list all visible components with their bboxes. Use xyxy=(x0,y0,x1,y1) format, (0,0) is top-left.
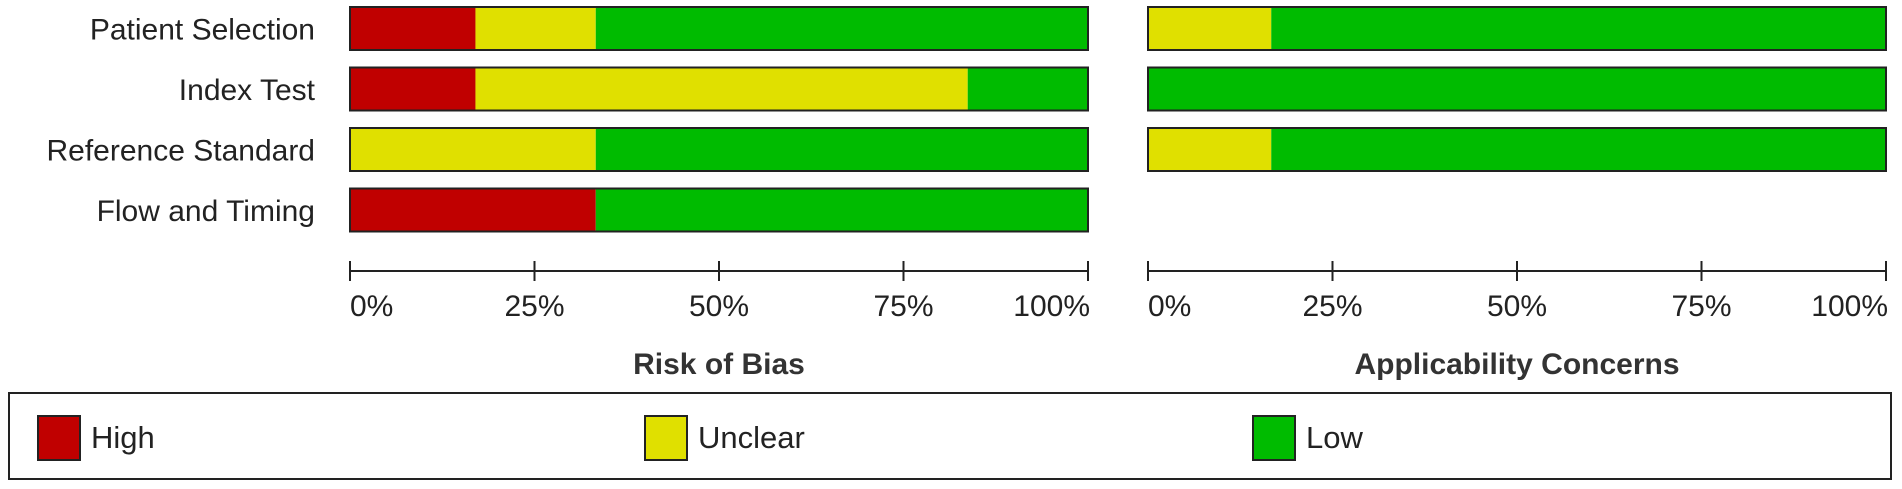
bar-risk-of-bias-index-test-low xyxy=(967,67,1088,111)
legend-label-low: Low xyxy=(1306,420,1363,455)
legend: High Unclear Low xyxy=(8,392,1892,480)
x-tick-label-applicability-concerns-4: 100% xyxy=(1811,290,1888,323)
category-label-index-test: Index Test xyxy=(179,74,316,107)
x-tick-label-risk-of-bias-3: 75% xyxy=(873,290,933,323)
bar-risk-of-bias-flow-and-timing-low xyxy=(595,188,1088,232)
category-label-reference-standard: Reference Standard xyxy=(46,135,315,168)
bar-outline-applicability-concerns-reference-standard xyxy=(1147,127,1887,172)
bar-applicability-concerns-index-test-low xyxy=(1148,67,1886,111)
bar-risk-of-bias-patient-selection-low xyxy=(595,7,1088,50)
bar-applicability-concerns-patient-selection-unclear xyxy=(1148,7,1272,50)
legend-item-unclear: Unclear xyxy=(644,414,805,462)
legend-swatch-low xyxy=(1252,415,1296,461)
category-label-flow-and-timing: Flow and Timing xyxy=(97,195,315,228)
bar-risk-of-bias-index-test-unclear xyxy=(475,67,968,111)
x-tick-label-risk-of-bias-2: 50% xyxy=(689,290,749,323)
bar-risk-of-bias-flow-and-timing-high xyxy=(350,188,596,232)
bar-outline-applicability-concerns-patient-selection xyxy=(1147,6,1887,51)
legend-item-high: High xyxy=(37,414,155,462)
bar-risk-of-bias-index-test-high xyxy=(350,67,476,111)
category-label-patient-selection: Patient Selection xyxy=(90,14,315,47)
bar-applicability-concerns-reference-standard-low xyxy=(1271,128,1886,171)
bar-risk-of-bias-patient-selection-unclear xyxy=(475,7,596,50)
panel-title-risk-of-bias: Risk of Bias xyxy=(633,348,805,381)
x-tick-label-applicability-concerns-1: 25% xyxy=(1302,290,1362,323)
legend-label-high: High xyxy=(91,420,155,455)
x-tick-label-applicability-concerns-3: 75% xyxy=(1671,290,1731,323)
bar-outline-risk-of-bias-flow-and-timing xyxy=(349,187,1089,233)
bar-outline-risk-of-bias-patient-selection xyxy=(349,6,1089,51)
bar-risk-of-bias-reference-standard-low xyxy=(595,128,1088,171)
x-tick-label-risk-of-bias-0: 0% xyxy=(350,290,393,323)
bar-applicability-concerns-patient-selection-low xyxy=(1271,7,1886,50)
x-tick-label-risk-of-bias-4: 100% xyxy=(1013,290,1090,323)
x-tick-label-risk-of-bias-1: 25% xyxy=(504,290,564,323)
x-tick-label-applicability-concerns-2: 50% xyxy=(1487,290,1547,323)
risk-of-bias-chart: Patient Selection Index Test Reference Sta… xyxy=(46,6,1888,381)
legend-item-low: Low xyxy=(1252,414,1363,462)
legend-swatch-unclear xyxy=(644,415,688,461)
bar-risk-of-bias-reference-standard-unclear xyxy=(350,128,596,171)
panel-title-applicability-concerns: Applicability Concerns xyxy=(1354,348,1679,381)
bar-outline-applicability-concerns-index-test xyxy=(1147,66,1887,112)
x-tick-label-applicability-concerns-0: 0% xyxy=(1148,290,1191,323)
legend-label-unclear: Unclear xyxy=(698,420,805,455)
bar-risk-of-bias-patient-selection-high xyxy=(350,7,476,50)
legend-swatch-high xyxy=(37,415,81,461)
bar-outline-risk-of-bias-index-test xyxy=(349,66,1089,112)
bar-applicability-concerns-reference-standard-unclear xyxy=(1148,128,1272,171)
bar-outline-risk-of-bias-reference-standard xyxy=(349,127,1089,172)
